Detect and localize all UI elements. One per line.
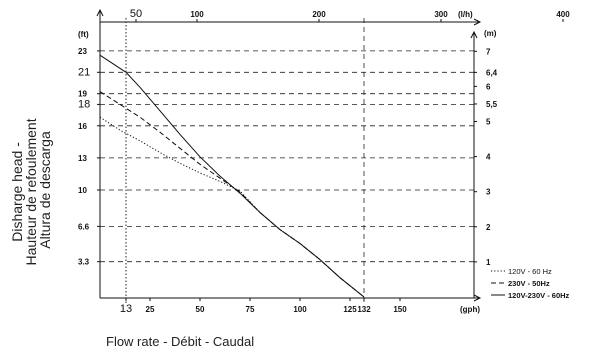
- left-tick-label: 3.3: [78, 258, 90, 267]
- legend-label-1: 120V - 60 Hz: [508, 267, 552, 276]
- grid: [100, 18, 474, 304]
- top-tick-label: 200: [312, 10, 326, 19]
- legend: 120V - 60 Hz 230V - 50Hz 120V-230V - 60Hz: [491, 267, 570, 300]
- axes: [96, 8, 482, 302]
- right-tick-label: 3: [486, 188, 491, 197]
- y-axis-label-line-3: Altura de descarga: [37, 131, 53, 249]
- legend-label-2: 230V - 50Hz: [508, 279, 550, 288]
- left-tick-label: 18: [78, 98, 90, 110]
- y-axis-label: Disharge head - Hauteur de refoulement A…: [9, 115, 53, 266]
- bottom-axis-unit: (gph): [460, 305, 480, 314]
- y-axis-label-line-2: Hauteur de refoulement: [23, 118, 39, 265]
- left-tick-label: 21: [78, 66, 90, 78]
- left-tick-label: 16: [78, 122, 87, 131]
- series-line-1: [99, 116, 365, 298]
- right-tick-label: 6: [486, 82, 491, 91]
- right-axis-arrow: [470, 30, 478, 39]
- top-axis-unit: (l/h): [458, 10, 473, 19]
- top-tick-label: 100: [190, 10, 204, 19]
- right-tick-label: 5,5: [486, 100, 498, 109]
- bottom-tick-label: 132: [357, 305, 371, 314]
- bottom-tick-label: 50: [196, 305, 205, 314]
- top-tick-label: 300: [434, 10, 448, 19]
- tick-labels: 3.36.610131618192123(ft)123455,566,47(m)…: [78, 8, 570, 315]
- right-tick-label: 7: [486, 47, 491, 56]
- x-axis-label: Flow rate - Débit - Caudal: [106, 334, 254, 349]
- left-tick-label: 10: [78, 186, 87, 195]
- top-tick-label: 400: [556, 10, 570, 19]
- left-tick-label: 13: [78, 154, 87, 163]
- right-tick-label: 5: [486, 118, 491, 127]
- bottom-tick-label: 100: [293, 305, 307, 314]
- series-line-3: [99, 54, 365, 298]
- legend-label-3: 120V-230V - 60Hz: [508, 291, 570, 300]
- bottom-tick-label: 125: [343, 305, 357, 314]
- left-axis-unit: (ft): [78, 30, 89, 39]
- bottom-tick-label: 13: [120, 303, 132, 315]
- series-lines: [99, 54, 365, 298]
- right-tick-label: 2: [486, 223, 491, 232]
- y-axis-label-line-1: Disharge head -: [9, 142, 25, 242]
- left-tick-label: 6.6: [78, 222, 90, 231]
- bottom-tick-label: 25: [146, 305, 155, 314]
- right-tick-label: 6,4: [486, 68, 498, 77]
- series-line-2: [99, 91, 365, 298]
- right-axis-unit: (m): [484, 29, 497, 38]
- left-tick-label: 19: [78, 90, 87, 99]
- bottom-axis-arrow: [473, 294, 482, 302]
- top-tick-label: 50: [130, 8, 142, 20]
- top-axis-arrow: [473, 18, 482, 26]
- right-tick-label: 4: [486, 153, 491, 162]
- right-tick-label: 1: [486, 258, 491, 267]
- bottom-tick-label: 150: [393, 305, 407, 314]
- bottom-tick-label: 75: [246, 305, 255, 314]
- left-tick-label: 23: [78, 47, 87, 56]
- left-axis-arrow: [96, 8, 104, 17]
